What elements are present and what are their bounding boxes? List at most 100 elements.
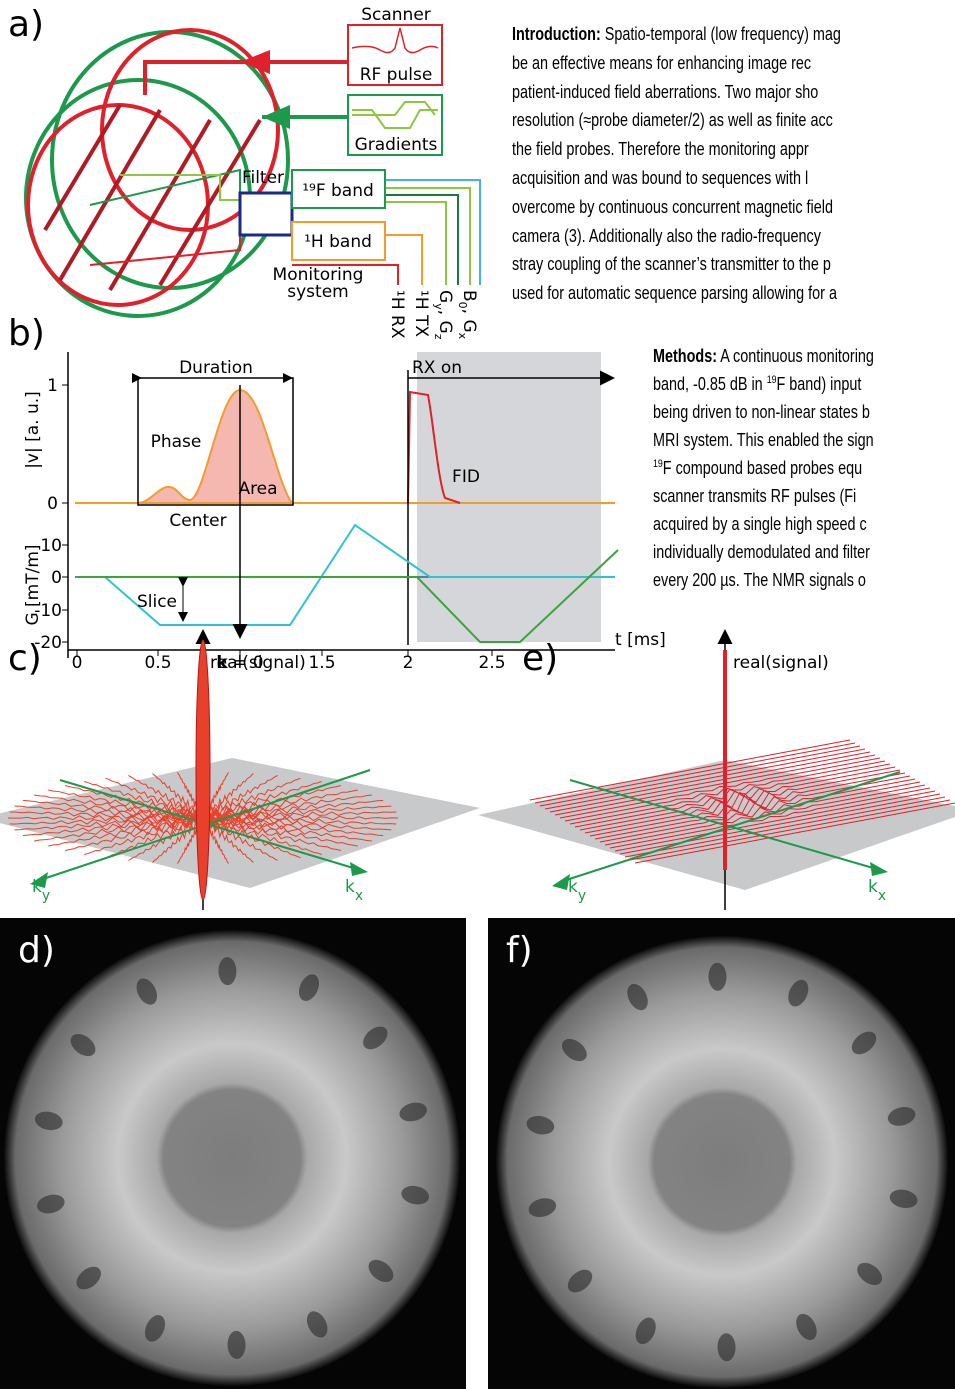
filter-label: Filter: [242, 168, 284, 188]
heading: Methods:: [653, 346, 717, 366]
text: F compound based probes equ: [663, 458, 862, 478]
mri-slice: [4, 930, 460, 1386]
path: [385, 202, 446, 285]
text-line: individually demodulated and filter: [653, 542, 955, 570]
axis-label: ky: [32, 877, 50, 904]
text-line: be an effective means for enhancing imag…: [512, 53, 955, 82]
axis-label: kx: [868, 877, 886, 904]
text: 19: [767, 374, 777, 386]
x-axis-label: t [ms]: [615, 630, 666, 650]
annotation: Phase: [151, 432, 202, 452]
tick-label: 2.5: [478, 653, 505, 673]
annotation: FID: [452, 467, 480, 487]
text: A continuous monitoring: [720, 346, 874, 366]
tick-label: 2: [403, 653, 414, 673]
output-label: Gy, Gz: [432, 290, 455, 340]
f19-label: ¹⁹F band: [302, 181, 374, 201]
text-line: the field probes. Therefore the monitori…: [512, 139, 955, 168]
rf-arrow: [145, 62, 348, 95]
tspan: , G: [459, 309, 479, 333]
tspan: k: [32, 877, 42, 897]
filter-box: [240, 193, 292, 235]
text-line: acquired by a single high speed c: [653, 514, 955, 542]
path: [90, 230, 240, 265]
tspan: k: [345, 877, 355, 897]
rf-pulse-label: RF pulse: [360, 65, 433, 85]
panel-label: e): [522, 638, 558, 679]
panel-label: c): [8, 638, 42, 679]
panel-label: d): [18, 930, 55, 971]
text-line: overcome by continuous concurrent magnet…: [512, 197, 955, 226]
axis-label: real(signal): [733, 653, 829, 673]
text: F band) input: [776, 374, 861, 394]
text-line: every 200 µs. The NMR signals o: [653, 570, 955, 598]
panel-label: b): [8, 313, 45, 354]
tspan: 0: [456, 302, 469, 309]
output-label: B0, Gx: [456, 290, 479, 340]
tspan: y: [578, 888, 586, 904]
y-axis-label: |v| [a. u.]: [23, 391, 43, 469]
annotation: Slice: [137, 592, 177, 612]
text-line: resolution (≈probe diameter/2) as well a…: [512, 110, 955, 139]
tspan: k: [868, 877, 878, 897]
figure-page: a) Scanner RF pulse Gradients Filter ¹⁹F…: [0, 0, 955, 1389]
line: [110, 120, 210, 290]
text-line: scanner transmits RF pulses (Fi: [653, 486, 955, 514]
tspan: x: [355, 888, 363, 904]
output-label: ¹H RX: [387, 290, 407, 339]
tick-label: 0: [51, 568, 62, 588]
tick-label: 0: [72, 653, 83, 673]
annotation: Area: [238, 479, 277, 499]
text-line: acquisition and was bound to sequences w…: [512, 168, 955, 197]
annotation: Duration: [179, 358, 253, 378]
text-line: stray coupling of the scanner’s transmit…: [512, 254, 955, 283]
tick-label: 1.5: [308, 653, 335, 673]
text-line: used for automatic sequence parsing allo…: [512, 283, 955, 312]
axis-label: real(signal): [210, 653, 306, 673]
tick-label: 10: [40, 536, 62, 556]
heading: Introduction:: [512, 24, 601, 44]
text-line: Methods: A continuous monitoring: [653, 346, 955, 374]
gradients-label: Gradients: [355, 135, 438, 155]
axis-label: kx: [345, 877, 363, 904]
tick-label: 1: [47, 376, 58, 396]
tspan: z: [432, 334, 445, 340]
tspan: k: [568, 877, 578, 897]
tspan: G: [435, 290, 455, 303]
panel-label: f): [506, 930, 533, 971]
annotation: Center: [169, 511, 226, 531]
center-spike: [196, 640, 210, 900]
h1-label: ¹H band: [304, 232, 372, 252]
tspan: x: [456, 333, 469, 340]
text-line: patient-induced field aberrations. Two m…: [512, 82, 955, 111]
text: band, -0.85 dB in: [653, 374, 767, 394]
scanner-label: Scanner: [361, 5, 431, 25]
text-line: camera (3). Additionally also the radio-…: [512, 226, 955, 255]
output-label: ¹H TX: [411, 290, 431, 337]
text: Spatio-temporal (low frequency) mag: [605, 24, 841, 44]
tspan: , G: [435, 310, 455, 334]
g: [45, 105, 260, 290]
panel-label: a): [8, 4, 44, 45]
text: 19: [653, 458, 663, 470]
introduction: Introduction: Spatio-temporal (low frequ…: [512, 24, 955, 312]
y-axis-label: G [mT/m]: [23, 544, 43, 625]
line: [60, 110, 160, 280]
text-line: band, -0.85 dB in 19F band) input: [653, 374, 955, 402]
tick-label: 0: [47, 494, 58, 514]
text-line: being driven to non-linear states b: [653, 402, 955, 430]
methods: Methods: A continuous monitoring band, -…: [653, 346, 955, 598]
text-line: 19F compound based probes equ: [653, 458, 955, 486]
text-line: Introduction: Spatio-temporal (low frequ…: [512, 24, 955, 53]
text-line: MRI system. This enabled the sign: [653, 430, 955, 458]
tick-label: 0.5: [144, 653, 171, 673]
annotation: RX on: [412, 358, 462, 378]
axis-label: ky: [568, 877, 586, 904]
mri-slice: [496, 936, 948, 1388]
monitoring-label: system: [287, 282, 348, 302]
tspan: x: [878, 888, 886, 904]
tspan: y: [42, 888, 50, 904]
tspan: B: [459, 290, 479, 302]
path: [120, 175, 240, 200]
path: [385, 235, 422, 285]
